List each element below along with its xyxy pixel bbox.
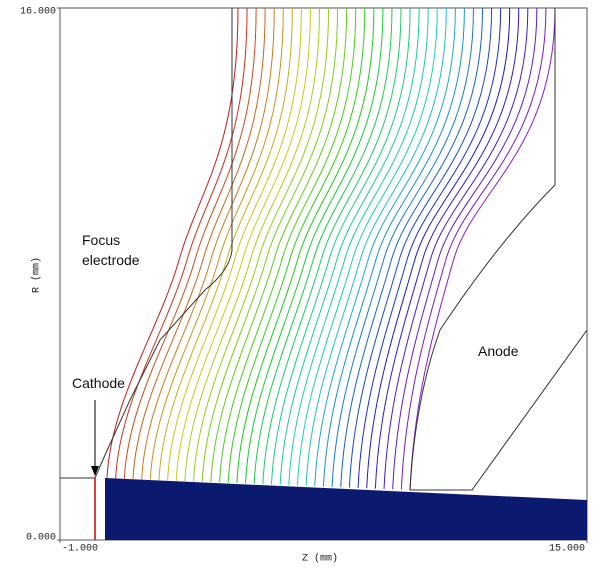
- equipotential: [366, 7, 511, 489]
- equipotential: [296, 7, 438, 486]
- equipotential: [262, 7, 402, 485]
- y-axis-label: R (mm): [31, 257, 43, 293]
- equipotential: [115, 7, 248, 479]
- annotation: Cathode: [72, 375, 125, 391]
- equipotential: [305, 7, 447, 486]
- equipotential: [392, 7, 538, 490]
- equipotential: [374, 7, 520, 489]
- equipotential: [219, 7, 357, 483]
- annotation: Focus electrode: [82, 232, 140, 268]
- equipotential: [383, 7, 529, 489]
- annotation: Anode: [478, 343, 519, 359]
- x-tick-label: 15.000: [549, 544, 585, 555]
- y-tick-label: 0.000: [26, 533, 56, 544]
- equipotential: [348, 7, 493, 488]
- equipotential: [270, 7, 411, 485]
- beam: [105, 478, 587, 540]
- equipotential: [201, 7, 339, 482]
- equipotential: [141, 7, 275, 480]
- equipotential: [158, 7, 293, 481]
- equipotential: [288, 7, 429, 486]
- equipotential: [245, 7, 384, 484]
- equipotential: [132, 7, 266, 480]
- equipotential: [331, 7, 474, 487]
- equipotential: [236, 7, 375, 484]
- equipotential: [193, 7, 330, 482]
- equipotential: [322, 7, 465, 487]
- equipotential: [123, 7, 257, 479]
- anode: [409, 8, 588, 491]
- equipotential: [210, 7, 348, 483]
- equipotential: [167, 7, 302, 481]
- focus-electrode: [60, 8, 233, 479]
- equipotential: [149, 7, 284, 480]
- x-tick-label: -1.000: [62, 544, 98, 555]
- equipotential: [227, 7, 366, 483]
- equipotential: [106, 7, 239, 479]
- equipotential: [279, 7, 420, 485]
- equipotential: [409, 7, 556, 491]
- equipotential: [253, 7, 393, 484]
- y-tick-label: 16.000: [20, 7, 56, 18]
- arrow-head: [91, 466, 99, 476]
- equipotential: [175, 7, 311, 481]
- x-axis-label: Z (mm): [302, 553, 338, 565]
- equipotential: [400, 7, 547, 490]
- plot-frame: [59, 7, 588, 541]
- equipotential: [184, 7, 321, 482]
- equipotential: [357, 7, 502, 488]
- equipotential: [340, 7, 484, 488]
- equipotential: [314, 7, 456, 487]
